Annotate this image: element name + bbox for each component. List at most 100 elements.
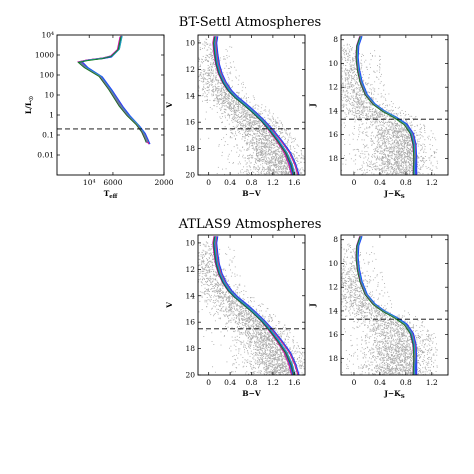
scatter-point xyxy=(261,141,263,143)
scatter-point xyxy=(241,98,243,100)
scatter-point xyxy=(213,59,215,61)
scatter-point xyxy=(201,89,203,91)
scatter-point xyxy=(399,143,401,145)
scatter-point xyxy=(369,127,371,129)
scatter-point xyxy=(211,93,213,95)
scatter-point xyxy=(210,64,212,66)
scatter-point xyxy=(347,84,349,85)
scatter-point xyxy=(268,140,270,142)
scatter-point xyxy=(411,158,413,160)
scatter-point xyxy=(406,142,408,144)
scatter-point xyxy=(350,110,351,112)
scatter-point xyxy=(265,135,267,136)
scatter-point xyxy=(399,153,401,155)
scatter-point xyxy=(213,99,214,101)
scatter-point xyxy=(392,151,393,153)
scatter-point xyxy=(387,140,389,142)
scatter-point xyxy=(370,89,372,91)
scatter-point xyxy=(270,168,272,170)
scatter-point xyxy=(254,121,255,123)
scatter-point xyxy=(215,83,217,85)
scatter-point xyxy=(262,112,264,114)
scatter-point xyxy=(369,102,371,104)
scatter-point xyxy=(281,163,283,164)
scatter-point xyxy=(325,70,326,71)
scatter-point xyxy=(378,104,380,106)
scatter-point xyxy=(247,130,249,132)
scatter-point xyxy=(358,110,360,112)
scatter-point xyxy=(266,168,267,170)
scatter-point xyxy=(380,159,382,161)
scatter-point xyxy=(261,148,263,150)
scatter-point xyxy=(333,80,334,81)
scatter-point xyxy=(220,82,222,84)
scatter-point xyxy=(231,94,233,96)
scatter-point xyxy=(370,161,372,163)
scatter-point xyxy=(204,69,206,71)
scatter-point xyxy=(259,141,261,143)
scatter-point xyxy=(357,113,359,115)
scatter-point xyxy=(408,156,409,157)
scatter-point xyxy=(361,150,363,152)
scatter-point xyxy=(267,169,269,171)
scatter-point xyxy=(397,156,399,158)
scatter-point xyxy=(346,78,348,80)
scatter-point xyxy=(263,136,265,138)
scatter-point xyxy=(373,114,375,116)
scatter-point xyxy=(262,129,264,131)
scatter-point xyxy=(404,171,406,172)
isochrone-curve xyxy=(212,36,295,175)
scatter-point xyxy=(395,129,397,131)
scatter-point xyxy=(389,116,391,118)
scatter-point xyxy=(334,77,335,78)
scatter-point xyxy=(242,126,244,128)
scatter-point xyxy=(349,83,351,85)
scatter-point xyxy=(253,166,255,168)
scatter-point xyxy=(429,168,431,170)
scatter-point xyxy=(342,70,344,72)
scatter-point xyxy=(395,173,397,175)
scatter-point xyxy=(293,153,295,155)
scatter-point xyxy=(222,96,224,98)
scatter-point xyxy=(405,114,407,115)
scatter-point xyxy=(348,111,350,113)
scatter-point xyxy=(365,98,367,99)
scatter-point xyxy=(259,132,260,134)
scatter-point xyxy=(210,81,212,82)
scatter-point xyxy=(411,124,413,126)
scatter-point xyxy=(369,107,370,109)
scatter-point xyxy=(216,106,218,108)
scatter-point xyxy=(246,128,248,130)
scatter-point xyxy=(267,153,269,155)
scatter-point xyxy=(263,158,265,160)
scatter-point xyxy=(400,157,402,158)
scatter-point xyxy=(232,118,234,120)
scatter-point xyxy=(371,109,373,111)
scatter-point xyxy=(220,109,222,110)
scatter-point xyxy=(395,173,397,175)
scatter-point xyxy=(416,135,418,136)
scatter-point xyxy=(226,98,228,100)
scatter-point xyxy=(269,137,271,139)
scatter-point xyxy=(202,73,204,75)
scatter-point xyxy=(402,151,404,153)
scatter-point xyxy=(399,140,401,142)
scatter-point xyxy=(396,137,398,139)
scatter-point xyxy=(258,129,260,130)
scatter-point xyxy=(263,129,265,130)
scatter-point xyxy=(220,99,221,101)
scatter-point xyxy=(405,171,406,173)
scatter-point xyxy=(353,133,355,135)
scatter-point xyxy=(224,87,226,89)
scatter-point xyxy=(211,95,213,97)
scatter-point xyxy=(283,158,285,160)
scatter-point xyxy=(236,126,238,128)
scatter-point xyxy=(268,150,269,152)
scatter-point xyxy=(245,131,247,133)
scatter-point xyxy=(389,134,391,136)
scatter-point xyxy=(400,154,402,156)
scatter-point xyxy=(300,157,302,159)
scatter-point xyxy=(254,122,256,124)
scatter-point xyxy=(265,173,267,175)
scatter-point xyxy=(254,166,256,168)
